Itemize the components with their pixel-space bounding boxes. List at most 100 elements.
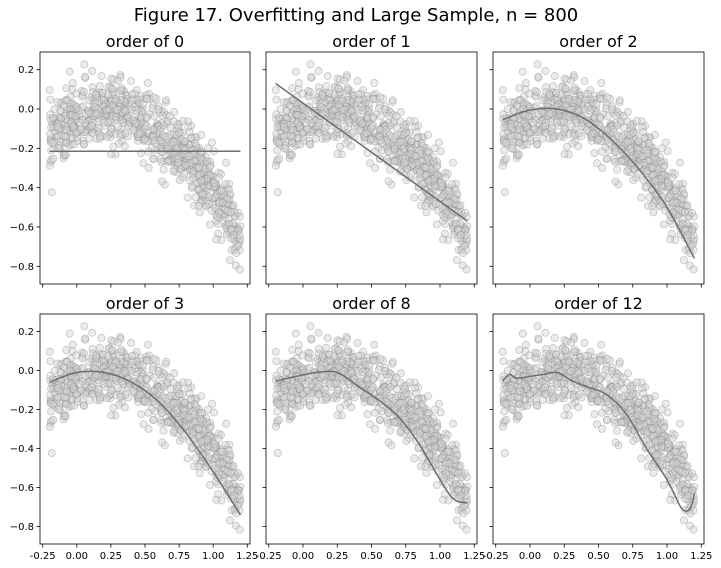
scatter-point xyxy=(365,99,374,108)
scatter-point xyxy=(214,453,223,462)
scatter-point xyxy=(188,412,197,421)
scatter-point xyxy=(207,437,216,446)
scatter-point xyxy=(132,106,141,115)
scatter-point xyxy=(222,230,231,239)
scatter-point xyxy=(538,395,547,404)
scatter-point xyxy=(95,343,104,352)
scatter-point xyxy=(343,95,352,104)
scatter-point xyxy=(148,131,157,140)
scatter-point xyxy=(378,356,387,365)
scatter-point xyxy=(322,132,331,141)
scatter-point xyxy=(71,373,80,382)
scatter-point xyxy=(404,150,413,159)
scatter-point xyxy=(341,139,350,148)
scatter-point xyxy=(46,397,55,406)
scatter-point xyxy=(234,240,243,249)
scatter-point xyxy=(322,343,331,352)
scatter-point xyxy=(279,381,288,390)
scatter-point xyxy=(561,345,570,354)
scatter-point xyxy=(177,402,186,411)
scatter-point xyxy=(53,132,62,141)
scatter-point xyxy=(175,381,184,390)
scatter-point xyxy=(623,137,632,146)
scatter-point xyxy=(399,145,408,154)
scatter-point xyxy=(562,90,571,99)
scatter-point xyxy=(413,134,422,143)
scatter-point xyxy=(597,340,606,349)
scatter-point xyxy=(48,113,57,122)
scatter-point xyxy=(117,124,126,133)
scatter-point xyxy=(513,121,522,130)
scatter-point xyxy=(350,118,359,127)
scatter-point xyxy=(664,194,673,203)
scatter-point xyxy=(688,208,697,217)
scatter-point xyxy=(88,349,97,358)
scatter-point xyxy=(421,440,430,449)
scatter-point xyxy=(62,377,71,386)
scatter-point xyxy=(121,390,130,399)
scatter-point xyxy=(52,381,61,390)
scatter-point xyxy=(162,111,171,120)
scatter-point xyxy=(620,141,629,150)
scatter-point xyxy=(161,393,170,402)
scatter-point xyxy=(207,176,216,185)
scatter-point xyxy=(297,112,306,121)
scatter-point xyxy=(196,432,205,441)
scatter-point xyxy=(59,415,68,424)
scatter-point xyxy=(427,174,436,183)
scatter-point xyxy=(207,399,216,408)
scatter-point xyxy=(179,116,188,125)
scatter-point xyxy=(107,386,116,395)
scatter-point xyxy=(174,385,183,394)
scatter-point xyxy=(109,90,118,99)
scatter-point xyxy=(105,362,114,371)
scatter-point xyxy=(613,382,622,391)
scatter-point xyxy=(224,480,233,489)
scatter-point xyxy=(63,387,72,396)
scatter-point xyxy=(333,411,342,420)
scatter-point xyxy=(335,88,344,97)
scatter-point xyxy=(412,140,421,149)
scatter-point xyxy=(340,76,349,85)
scatter-point xyxy=(390,117,399,126)
scatter-point xyxy=(533,322,542,331)
scatter-point xyxy=(97,333,106,342)
scatter-point xyxy=(144,128,153,137)
scatter-point xyxy=(50,127,59,136)
scatter-point xyxy=(151,146,160,155)
scatter-point xyxy=(150,124,159,133)
scatter-point xyxy=(428,174,437,183)
scatter-point xyxy=(523,123,532,132)
scatter-point xyxy=(87,383,96,392)
scatter-point xyxy=(149,363,158,372)
scatter-point xyxy=(88,379,97,388)
scatter-point xyxy=(663,147,672,156)
scatter-point xyxy=(78,352,87,361)
scatter-point xyxy=(421,143,430,152)
scatter-point xyxy=(384,139,393,148)
scatter-point xyxy=(659,162,668,171)
scatter-point xyxy=(225,480,234,489)
scatter-point xyxy=(169,137,178,146)
scatter-point xyxy=(93,376,102,385)
scatter-point xyxy=(119,368,128,377)
scatter-point xyxy=(191,403,200,412)
scatter-point xyxy=(149,415,158,424)
scatter-point xyxy=(78,389,87,398)
scatter-point xyxy=(680,468,689,477)
scatter-point xyxy=(449,224,458,233)
scatter-point xyxy=(334,96,343,105)
scatter-point xyxy=(79,102,88,111)
scatter-point xyxy=(621,144,630,153)
scatter-point xyxy=(288,400,297,409)
scatter-point xyxy=(685,222,694,231)
scatter-point xyxy=(647,172,656,181)
scatter-point xyxy=(103,91,112,100)
scatter-point xyxy=(304,87,313,96)
scatter-point xyxy=(375,415,384,424)
scatter-point xyxy=(294,340,303,349)
scatter-point xyxy=(416,156,425,165)
scatter-point xyxy=(371,163,380,172)
scatter-point xyxy=(93,388,102,397)
scatter-point xyxy=(457,207,466,216)
